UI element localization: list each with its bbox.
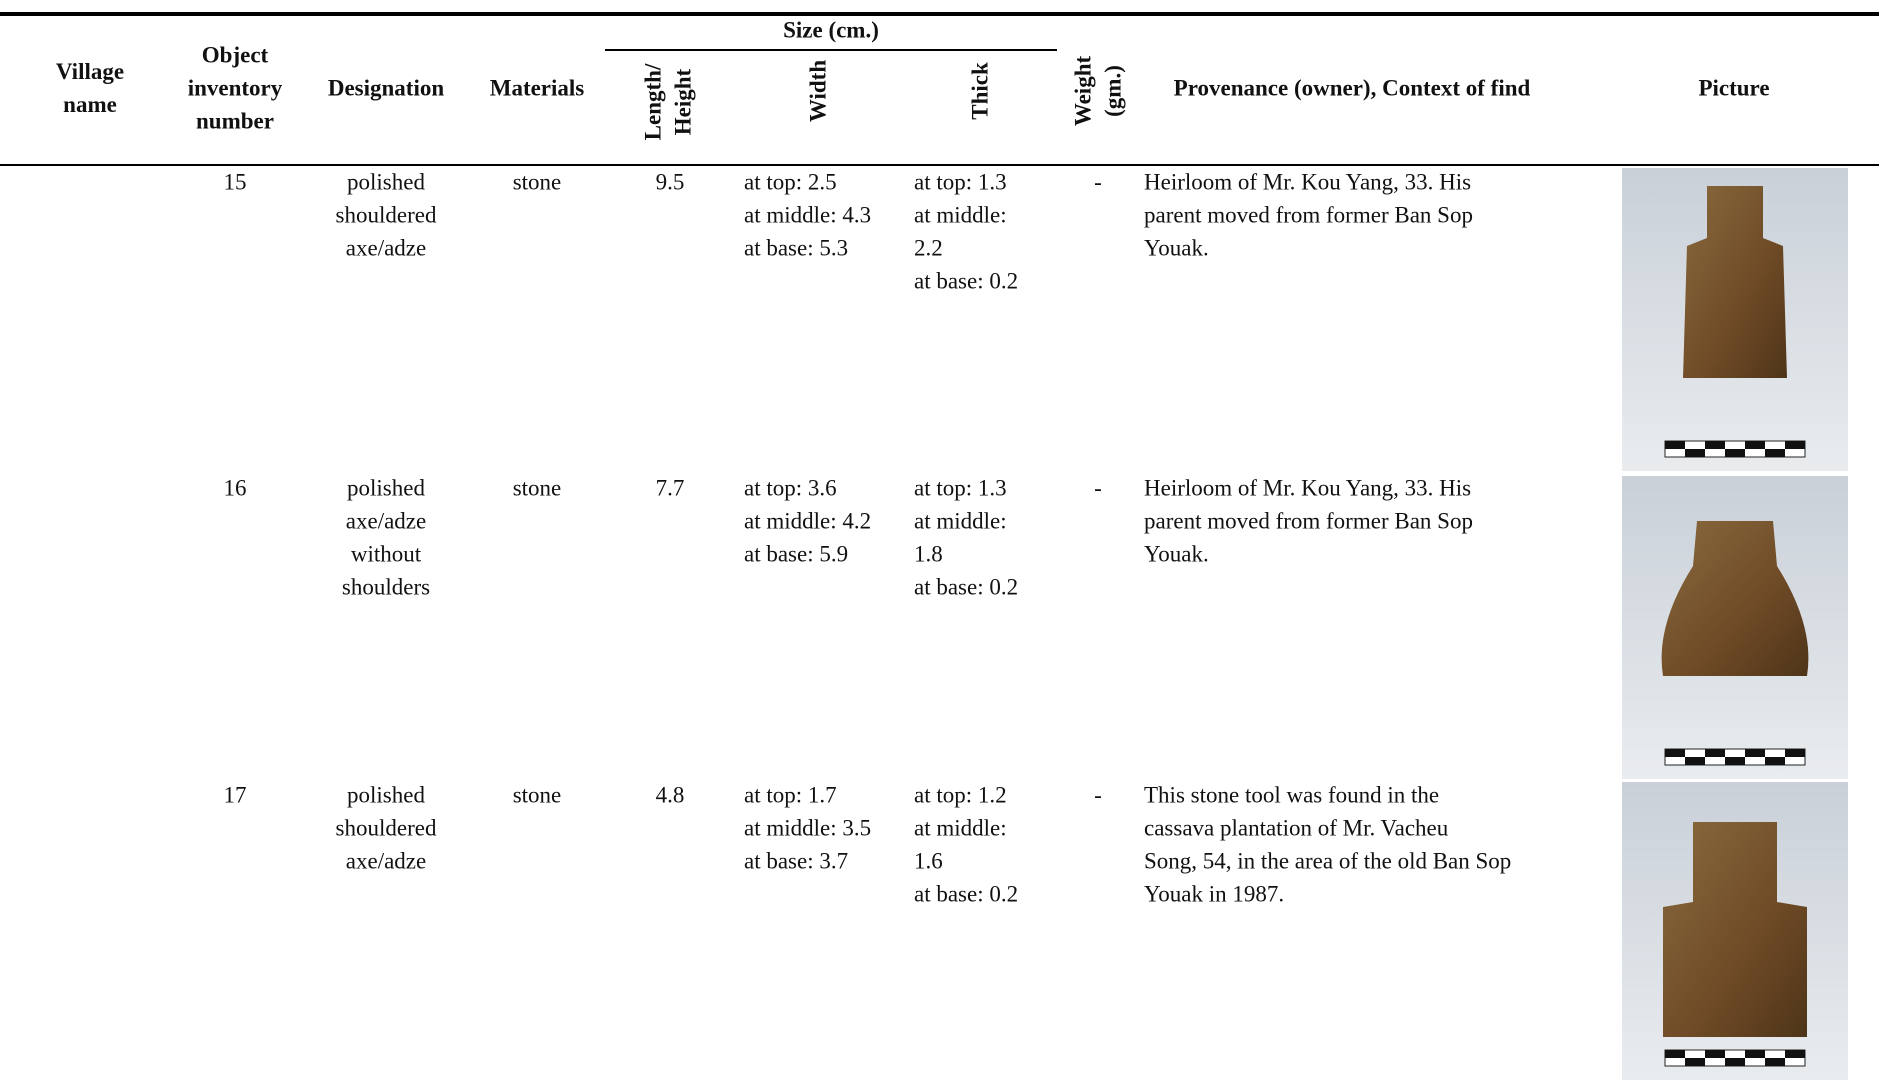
cell-width: at base: 5.9	[744, 541, 848, 566]
column-header: (gm.)	[1100, 65, 1125, 117]
column-header: name	[63, 92, 117, 117]
cell-designation: polished	[347, 169, 425, 194]
column-header: Object	[202, 42, 269, 67]
column-header: Picture	[1698, 75, 1769, 100]
scale-segment	[1665, 1050, 1685, 1058]
cell-length: 7.7	[656, 475, 685, 500]
scale-segment	[1665, 749, 1685, 757]
column-header: Weight	[1070, 56, 1095, 127]
cell-provenance: cassava plantation of Mr. Vacheu	[1144, 815, 1449, 840]
cell-designation: polished	[347, 475, 425, 500]
cell-provenance: parent moved from former Ban Sop	[1144, 508, 1473, 533]
cell-width: at middle: 3.5	[744, 815, 871, 840]
stone-artifact	[1663, 822, 1807, 1037]
cell-width: at base: 3.7	[744, 848, 848, 873]
cell-provenance: Youak.	[1144, 235, 1209, 260]
cell-provenance: parent moved from former Ban Sop	[1144, 202, 1473, 227]
scale-segment	[1725, 757, 1745, 765]
scale-segment	[1665, 441, 1685, 449]
scale-segment	[1685, 449, 1705, 457]
scale-segment	[1725, 449, 1745, 457]
cell-thick: at top: 1.3	[914, 169, 1007, 194]
cell-designation: shouldered	[336, 202, 437, 227]
stone-artifact	[1661, 521, 1809, 676]
stone-artifact	[1683, 186, 1787, 378]
column-header: Length/	[640, 63, 665, 140]
cell-thick: at middle:	[914, 202, 1007, 227]
cell-weight: -	[1094, 169, 1102, 194]
cell-materials: stone	[513, 475, 562, 500]
column-header: inventory	[188, 75, 283, 100]
scale-segment	[1725, 1058, 1745, 1066]
cell-thick: 1.8	[914, 541, 943, 566]
cell-length: 9.5	[656, 169, 685, 194]
cell-provenance: Song, 54, in the area of the old Ban Sop	[1144, 848, 1511, 873]
cell-designation: axe/adze	[346, 235, 426, 260]
scale-segment	[1745, 749, 1765, 757]
cell-width: at middle: 4.3	[744, 202, 871, 227]
scale-segment	[1705, 749, 1725, 757]
cell-weight: -	[1094, 782, 1102, 807]
scale-segment	[1785, 1050, 1805, 1058]
cell-provenance: Heirloom of Mr. Kou Yang, 33. His	[1144, 475, 1471, 500]
cell-width: at top: 3.6	[744, 475, 837, 500]
cell-thick: 1.6	[914, 848, 943, 873]
column-header: Width	[805, 60, 830, 122]
cell-designation: axe/adze	[346, 848, 426, 873]
column-header: Thick	[967, 62, 992, 120]
scale-segment	[1685, 757, 1705, 765]
cell-width: at base: 5.3	[744, 235, 848, 260]
scale-segment	[1745, 1050, 1765, 1058]
cell-provenance: This stone tool was found in the	[1144, 782, 1439, 807]
cell-designation: shoulders	[342, 574, 430, 599]
cell-length: 4.8	[656, 782, 685, 807]
scale-segment	[1785, 749, 1805, 757]
cell-number: 16	[224, 475, 247, 500]
size-group: Size (cm.)	[783, 17, 879, 42]
cell-thick: at base: 0.2	[914, 881, 1018, 906]
scale-segment	[1765, 757, 1785, 765]
cell-provenance: Heirloom of Mr. Kou Yang, 33. His	[1144, 169, 1471, 194]
cell-designation: without	[351, 541, 422, 566]
cell-thick: at middle:	[914, 815, 1007, 840]
column-header: Height	[670, 68, 695, 135]
cell-thick: at base: 0.2	[914, 574, 1018, 599]
cell-width: at top: 2.5	[744, 169, 837, 194]
cell-provenance: Youak in 1987.	[1144, 881, 1284, 906]
scale-segment	[1745, 441, 1765, 449]
scale-segment	[1765, 1058, 1785, 1066]
cell-designation: polished	[347, 782, 425, 807]
column-header: Designation	[328, 75, 445, 100]
cell-thick: at middle:	[914, 508, 1007, 533]
column-header: number	[196, 108, 274, 133]
cell-materials: stone	[513, 169, 562, 194]
scale-segment	[1685, 1058, 1705, 1066]
scale-segment	[1705, 441, 1725, 449]
column-header: Provenance (owner), Context of find	[1174, 75, 1531, 100]
cell-thick: at base: 0.2	[914, 268, 1018, 293]
cell-weight: -	[1094, 475, 1102, 500]
cell-width: at top: 1.7	[744, 782, 837, 807]
cell-provenance: Youak.	[1144, 541, 1209, 566]
column-header: Materials	[490, 75, 585, 100]
cell-designation: shouldered	[336, 815, 437, 840]
cell-thick: 2.2	[914, 235, 943, 260]
cell-thick: at top: 1.3	[914, 475, 1007, 500]
scale-segment	[1785, 441, 1805, 449]
scale-segment	[1705, 1050, 1725, 1058]
scale-segment	[1765, 449, 1785, 457]
cell-width: at middle: 4.2	[744, 508, 871, 533]
cell-thick: at top: 1.2	[914, 782, 1007, 807]
column-header: Village	[56, 59, 124, 84]
cell-designation: axe/adze	[346, 508, 426, 533]
cell-materials: stone	[513, 782, 562, 807]
cell-number: 17	[224, 782, 247, 807]
cell-number: 15	[224, 169, 247, 194]
